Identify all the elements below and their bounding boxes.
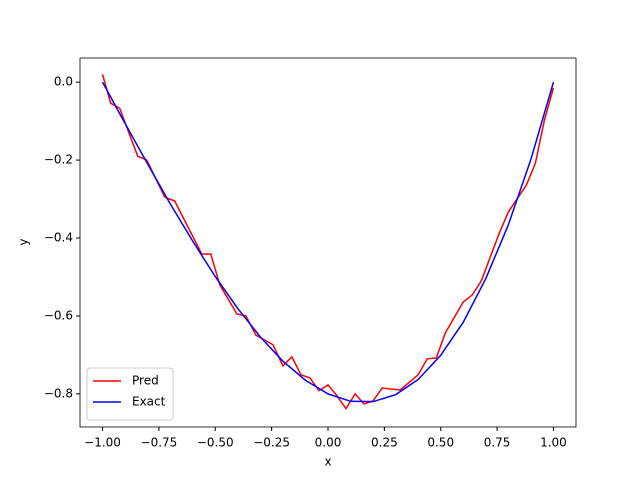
- y-axis-label: y: [17, 238, 31, 245]
- legend-label: Pred: [132, 374, 159, 388]
- legend-label: Exact: [132, 395, 166, 409]
- x-tick-label: −0.50: [197, 436, 234, 450]
- line: [101, 74, 555, 411]
- line: [101, 81, 555, 403]
- x-tick-label: 0.00: [315, 436, 342, 450]
- x-tick-label: −0.25: [253, 436, 290, 450]
- y-tick-label: 0.0: [54, 75, 73, 89]
- x-tick-label: −1.00: [84, 436, 121, 450]
- x-axis-label: x: [324, 455, 331, 469]
- plot-frame: [79, 57, 577, 428]
- x-tick-label: 0.50: [427, 436, 454, 450]
- y-tick-label: −0.4: [44, 231, 73, 245]
- y-tick-label: −0.8: [44, 386, 73, 400]
- x-tick-label: 0.75: [484, 436, 511, 450]
- x-tick-label: −0.75: [141, 436, 178, 450]
- x-tick-label: 0.25: [371, 436, 398, 450]
- x-tick-label: 1.00: [540, 436, 567, 450]
- y-tick-label: −0.6: [44, 308, 73, 322]
- y-tick-label: −0.2: [44, 153, 73, 167]
